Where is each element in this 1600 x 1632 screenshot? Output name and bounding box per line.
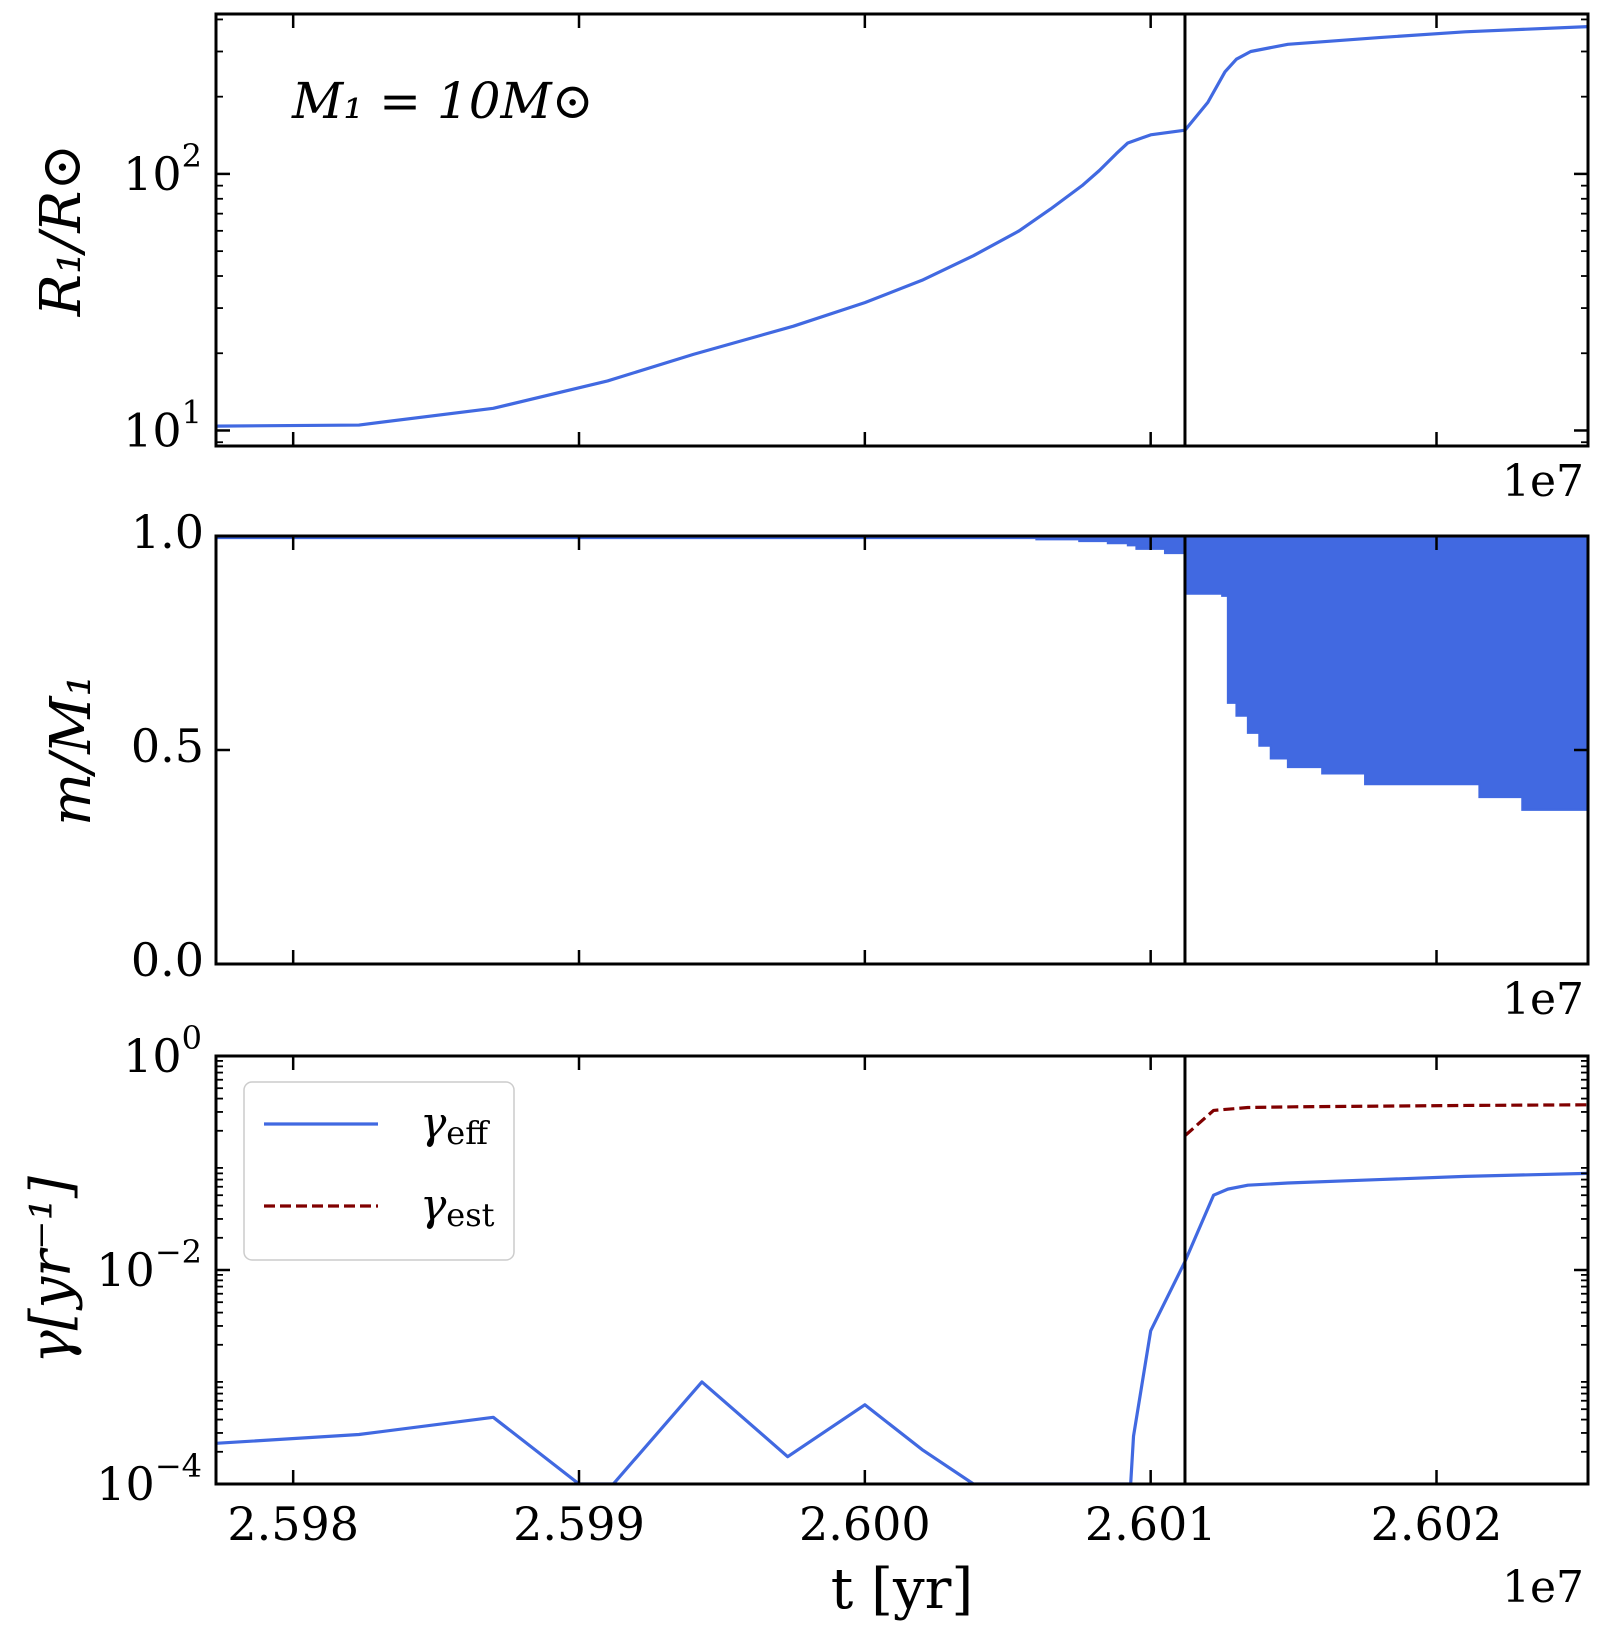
gamma-offset-label: 1e7	[1502, 1562, 1584, 1613]
gamma-series-γeff	[216, 1171, 1588, 1484]
radius-ytick-label: 102	[123, 136, 202, 201]
radius-annotation: M₁ = 10M⊙	[291, 72, 594, 130]
legend-box	[243, 1081, 515, 1261]
legend-label-0: γeff	[420, 1098, 490, 1152]
gamma-xtick-label: 2.598	[227, 1497, 359, 1551]
mass-frame	[214, 534, 1590, 966]
gamma-xtick-label: 2.599	[513, 1497, 645, 1551]
gamma-ytick-label: 10−4	[96, 1447, 202, 1512]
gamma-series-γest	[1183, 1103, 1588, 1137]
gamma-xtick-label: 2.601	[1085, 1497, 1217, 1551]
mass-ytick-label: 1.0	[131, 505, 204, 559]
mass-ytick-label: 0.5	[131, 719, 204, 773]
radius-ytick-label: 101	[123, 393, 202, 458]
gamma-data	[216, 1103, 1588, 1484]
radius-offset-label: 1e7	[1502, 456, 1584, 507]
gamma-legend: γeff γest	[243, 1081, 515, 1261]
mass-data	[216, 536, 1588, 811]
mass-ylabel: m/M₁	[39, 674, 104, 826]
gamma-ylabel: γ[yr⁻¹]	[19, 1176, 84, 1364]
radius-series-0	[216, 25, 1588, 428]
gamma-xtick-label: 2.600	[799, 1497, 931, 1551]
gamma-ytick-label: 10−2	[96, 1233, 202, 1298]
gamma-xlabel: t [yr]	[831, 1557, 973, 1622]
legend-label-1: γest	[420, 1180, 495, 1234]
mass-fill	[216, 536, 1588, 811]
mass-ytick-label: 0.0	[131, 933, 204, 987]
gamma-panel: 2.598 2.599 2.600 2.601 2.602 10−4 10−2 100 1e7 γ…	[19, 1019, 1590, 1622]
mass-offset-label: 1e7	[1502, 974, 1584, 1025]
gamma-ytick-label: 100	[123, 1019, 202, 1084]
radius-data	[216, 25, 1588, 428]
mass-panel: 0.0 0.5 1.0 1e7 m/M₁	[39, 505, 1590, 1025]
gamma-frame	[214, 1054, 1590, 1486]
gamma-xtick-label: 2.602	[1371, 1497, 1503, 1551]
radius-frame	[214, 12, 1590, 448]
radius-ylabel: R₁/R⊙	[29, 144, 94, 318]
radius-panel: 101 102 1e7 R₁/R⊙ M₁ = 10M⊙	[29, 12, 1590, 507]
